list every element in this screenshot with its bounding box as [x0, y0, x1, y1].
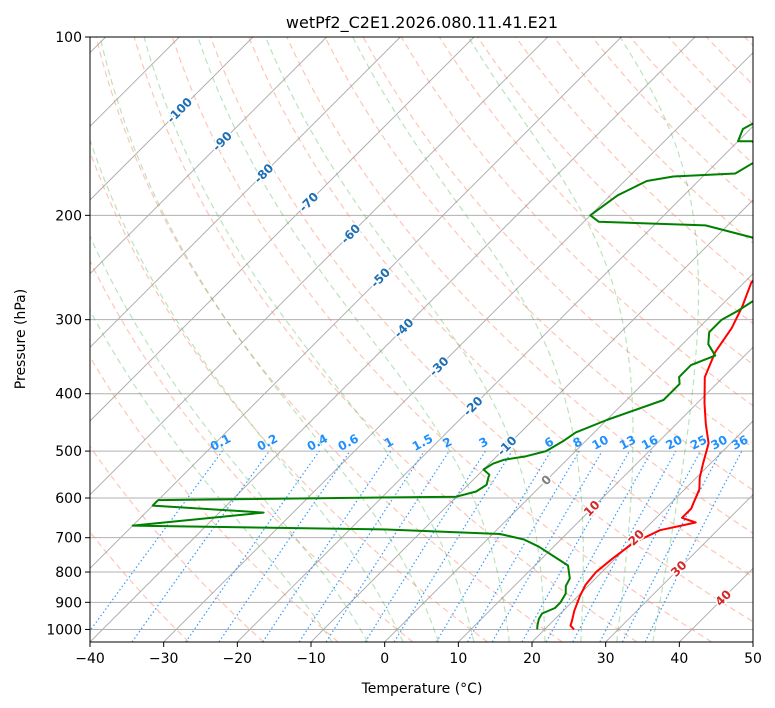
y-tick-label: 300	[55, 313, 82, 329]
dry-adiabat	[90, 259, 414, 642]
dry-adiabat	[324, 37, 753, 491]
mixing-ratio-line	[185, 450, 320, 642]
mixing-ratio-line	[393, 450, 513, 642]
y-axis-label: Pressure (hPa)	[13, 289, 29, 389]
y-tick-label: 600	[55, 491, 82, 507]
moist-adiabat	[352, 37, 584, 642]
mixing-ratio-label: 13	[617, 432, 638, 452]
isotherm-line	[90, 37, 401, 349]
dry-adiabat	[286, 37, 753, 534]
isotherm-line	[90, 37, 622, 570]
y-tick-label: 900	[55, 595, 82, 611]
x-tick-label: −30	[149, 651, 179, 667]
dry-adiabat	[248, 37, 753, 578]
x-axis-label: Temperature (°C)	[361, 681, 483, 697]
y-tick-label: 1000	[46, 622, 82, 638]
mixing-ratio-label: 25	[688, 432, 709, 452]
moist-adiabat	[90, 138, 404, 642]
chart-title: wetPf2_C2E1.2026.080.11.41.E21	[286, 13, 558, 33]
isotherm-line	[236, 125, 753, 642]
mixing-ratio-line	[298, 450, 425, 642]
dry-adiabat	[133, 37, 638, 642]
mixing-ratio-line	[131, 450, 270, 642]
mixing-ratio-label: 20	[663, 432, 684, 452]
moist-adiabat	[143, 37, 475, 642]
isotherm-line	[90, 37, 549, 496]
x-tick-label: 0	[380, 651, 389, 667]
dry-adiabat	[95, 37, 563, 642]
moist-adiabat	[619, 37, 700, 642]
y-tick-label: 200	[55, 208, 82, 224]
y-tick-label: 500	[55, 444, 82, 460]
dewpoint-profile-line	[131, 122, 753, 630]
temperature-profile-line	[569, 279, 753, 631]
moist-adiabat	[99, 37, 440, 642]
moist-adiabat	[90, 309, 333, 642]
mixing-ratio-label: 36	[729, 432, 750, 452]
mixing-ratio-line	[262, 450, 392, 642]
y-tick-label: 800	[55, 565, 82, 581]
x-tick-label: 20	[523, 651, 541, 667]
x-tick-label: 30	[597, 651, 615, 667]
mixing-ratio-line	[545, 450, 653, 642]
profile-lines	[131, 122, 753, 631]
x-tick-label: 10	[449, 651, 467, 667]
x-tick-label: −40	[75, 651, 105, 667]
x-tick-label: 50	[744, 651, 762, 667]
mixing-ratio-line	[644, 450, 743, 642]
isotherm-line	[90, 37, 254, 201]
y-tick-label: 100	[55, 30, 82, 46]
mixing-ratio-label: 16	[639, 432, 660, 452]
isotherm-line	[90, 37, 696, 642]
mixing-ratio-line	[572, 450, 677, 642]
mixing-ratio-line	[218, 450, 351, 642]
mixing-ratio-label: 10	[590, 432, 611, 452]
dry-adiabat	[90, 445, 264, 642]
dry-adiabat	[90, 355, 339, 642]
isotherm-line	[90, 37, 475, 422]
x-tick-label: 40	[670, 651, 688, 667]
x-tick-label: −20	[223, 651, 253, 667]
isotherm-line	[531, 420, 753, 642]
isotherm-line	[457, 346, 753, 642]
isotherm-line	[90, 37, 328, 275]
moist-adiabat	[90, 234, 369, 642]
mixing-ratio-line	[90, 450, 223, 632]
dry-adiabat	[171, 37, 713, 642]
y-tick-label: 400	[55, 387, 82, 403]
axes: −40 −30 −20 −10 0 10 20 30 40 50 100 200 300 400 500 60…	[46, 30, 762, 667]
isotherm-line	[310, 199, 753, 642]
y-tick-label: 700	[55, 531, 82, 547]
reference-lines	[90, 37, 753, 642]
plot-frame	[89, 36, 754, 643]
x-tick-label: −10	[296, 651, 326, 667]
mixing-ratio-label: 30	[708, 432, 729, 452]
mixing-ratio-line	[325, 450, 450, 642]
isotherm-line	[605, 493, 753, 642]
moist-adiabat	[265, 37, 546, 642]
dry-adiabat	[515, 37, 753, 284]
dry-adiabat	[209, 37, 753, 623]
isotherm-line	[163, 51, 753, 642]
isotherm-line	[384, 272, 753, 642]
moist-adiabat	[197, 37, 510, 642]
